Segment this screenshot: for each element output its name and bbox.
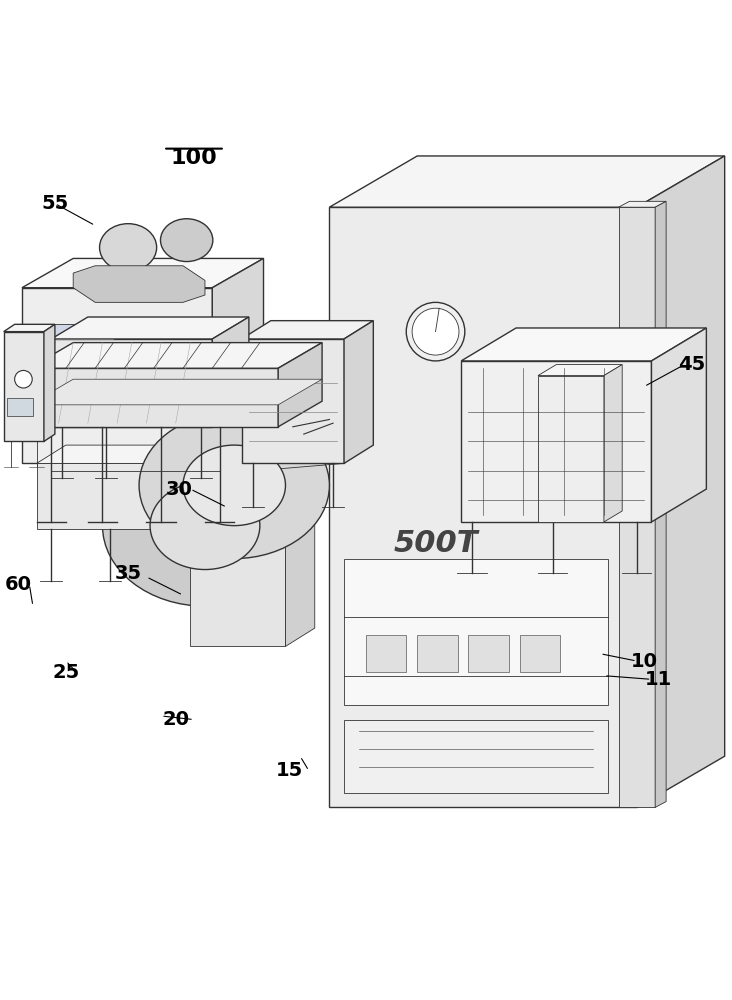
Polygon shape bbox=[51, 317, 249, 339]
Bar bbox=[7, 398, 33, 416]
Polygon shape bbox=[329, 207, 637, 807]
Ellipse shape bbox=[150, 482, 260, 570]
Polygon shape bbox=[4, 332, 44, 441]
Bar bbox=[366, 635, 406, 672]
Polygon shape bbox=[538, 365, 622, 376]
Polygon shape bbox=[604, 365, 622, 522]
Polygon shape bbox=[29, 368, 278, 427]
Circle shape bbox=[15, 370, 32, 388]
Polygon shape bbox=[51, 339, 212, 427]
Polygon shape bbox=[242, 339, 344, 463]
Text: 11: 11 bbox=[645, 670, 673, 689]
Polygon shape bbox=[190, 518, 315, 537]
Polygon shape bbox=[37, 463, 154, 529]
Bar bbox=[417, 635, 458, 672]
Polygon shape bbox=[651, 328, 706, 522]
Polygon shape bbox=[212, 258, 264, 463]
Polygon shape bbox=[285, 518, 315, 646]
Polygon shape bbox=[212, 317, 249, 427]
Circle shape bbox=[412, 308, 459, 355]
Polygon shape bbox=[278, 343, 322, 427]
Text: 30: 30 bbox=[166, 480, 193, 499]
Ellipse shape bbox=[183, 445, 285, 526]
Polygon shape bbox=[73, 266, 205, 302]
Polygon shape bbox=[29, 379, 322, 405]
Polygon shape bbox=[461, 361, 651, 522]
Polygon shape bbox=[619, 201, 666, 207]
Polygon shape bbox=[538, 376, 604, 522]
Polygon shape bbox=[344, 720, 608, 793]
Bar bbox=[520, 635, 560, 672]
Text: 25: 25 bbox=[52, 663, 80, 682]
Text: 10: 10 bbox=[631, 652, 657, 671]
Polygon shape bbox=[4, 324, 55, 332]
Bar bbox=[44, 324, 117, 390]
Text: 100: 100 bbox=[171, 148, 217, 168]
Ellipse shape bbox=[160, 219, 213, 262]
Polygon shape bbox=[461, 328, 706, 361]
Polygon shape bbox=[44, 324, 55, 441]
Polygon shape bbox=[190, 537, 285, 646]
Polygon shape bbox=[344, 559, 608, 705]
Polygon shape bbox=[329, 156, 725, 207]
Text: 60: 60 bbox=[5, 575, 31, 594]
Polygon shape bbox=[344, 321, 373, 463]
Text: 500T: 500T bbox=[393, 529, 478, 558]
Text: 45: 45 bbox=[678, 355, 706, 374]
Text: 15: 15 bbox=[275, 761, 303, 780]
Polygon shape bbox=[37, 445, 183, 463]
Bar bbox=[468, 635, 509, 672]
Ellipse shape bbox=[100, 224, 157, 271]
Polygon shape bbox=[242, 321, 373, 339]
Ellipse shape bbox=[102, 445, 307, 606]
Text: 55: 55 bbox=[41, 194, 69, 213]
Polygon shape bbox=[22, 288, 212, 463]
Polygon shape bbox=[637, 156, 725, 807]
Polygon shape bbox=[29, 343, 322, 368]
Text: 35: 35 bbox=[114, 564, 142, 583]
Ellipse shape bbox=[139, 412, 329, 559]
Polygon shape bbox=[619, 207, 655, 807]
Polygon shape bbox=[154, 445, 183, 529]
Polygon shape bbox=[655, 201, 666, 807]
Polygon shape bbox=[22, 258, 264, 288]
Text: 20: 20 bbox=[163, 710, 189, 729]
Circle shape bbox=[406, 302, 465, 361]
